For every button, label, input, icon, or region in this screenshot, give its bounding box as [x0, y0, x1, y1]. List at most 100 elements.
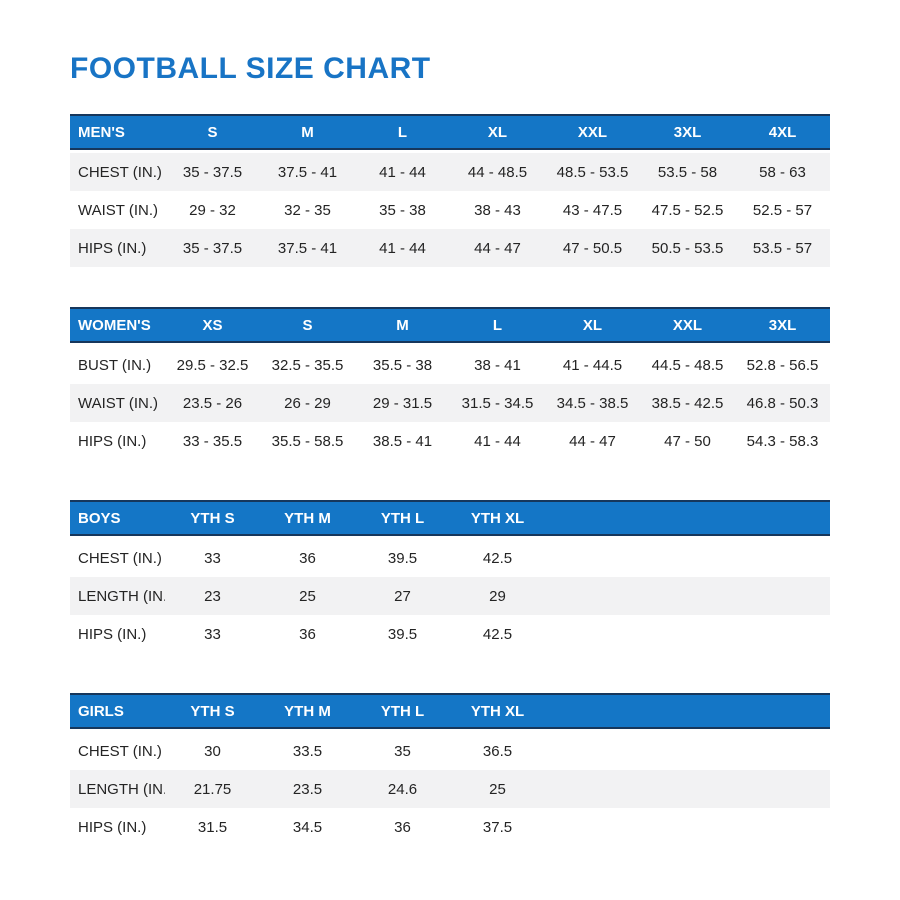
size-value-cell: 35 - 37.5: [182, 163, 243, 181]
size-value-cell: 29 - 32: [189, 201, 236, 219]
boys-column-header: YTH M: [284, 509, 331, 527]
size-value-cell: 23.5: [292, 780, 323, 798]
size-value-cell: 39.5: [387, 625, 418, 643]
mens-header-row: MEN'S S M L XL XXL 3XL 4XL: [70, 114, 830, 150]
mens-column-header: M: [301, 123, 314, 141]
size-value-cell: 31.5: [197, 818, 228, 836]
row-label: CHEST (IN.): [78, 742, 162, 760]
size-value-cell: 44.5 - 48.5: [651, 356, 724, 374]
size-value-cell: 32 - 35: [284, 201, 331, 219]
size-value-cell: 41 - 44: [474, 432, 521, 450]
size-value-cell: 29: [489, 587, 506, 605]
womens-column-header: XS: [202, 316, 223, 334]
womens-column-header: XXL: [672, 316, 703, 334]
mens-column-header: XXL: [577, 123, 608, 141]
size-value-cell: 29 - 31.5: [372, 394, 433, 412]
womens-table-title: WOMEN'S: [78, 316, 151, 334]
boys-column-header: YTH L: [380, 509, 425, 527]
row-label: HIPS (IN.): [78, 432, 147, 450]
size-value-cell: 37.5 - 41: [277, 163, 338, 181]
table-row: LENGTH (IN.) 23 25 27 29: [70, 577, 830, 615]
size-value-cell: 44 - 48.5: [467, 163, 528, 181]
mens-column-header: 3XL: [673, 123, 702, 141]
size-value-cell: 39.5: [387, 549, 418, 567]
girls-column-header: YTH L: [380, 702, 425, 720]
size-value-cell: 38 - 43: [474, 201, 521, 219]
boys-column-header: YTH S: [190, 509, 235, 527]
size-value-cell: 24.6: [387, 780, 418, 798]
mens-table-title: MEN'S: [78, 123, 125, 141]
mens-column-header: 4XL: [768, 123, 797, 141]
size-value-cell: 35 - 37.5: [182, 239, 243, 257]
size-value-cell: 43 - 47.5: [562, 201, 623, 219]
womens-column-header: L: [492, 316, 503, 334]
size-value-cell: 26 - 29: [284, 394, 331, 412]
size-value-cell: 33: [204, 625, 221, 643]
row-label: HIPS (IN.): [78, 239, 147, 257]
womens-column-header: XL: [582, 316, 603, 334]
girls-column-header: YTH M: [284, 702, 331, 720]
size-value-cell: 35 - 38: [379, 201, 426, 219]
size-value-cell: 53.5 - 57: [752, 239, 813, 257]
boys-size-table: BOYS YTH S YTH M YTH L YTH XL CHEST (IN.) 33 36…: [70, 500, 830, 653]
size-value-cell: 42.5: [482, 625, 513, 643]
size-value-cell: 47.5 - 52.5: [651, 201, 724, 219]
size-value-cell: 37.5 - 41: [277, 239, 338, 257]
size-value-cell: 27: [394, 587, 411, 605]
row-label: CHEST (IN.): [78, 549, 162, 567]
womens-column-header: M: [396, 316, 409, 334]
size-value-cell: 21.75: [193, 780, 232, 798]
size-value-cell: 47 - 50: [664, 432, 711, 450]
mens-column-header: XL: [487, 123, 508, 141]
size-value-cell: 36: [299, 625, 316, 643]
size-value-cell: 36.5: [482, 742, 513, 760]
size-value-cell: 36: [394, 818, 411, 836]
boys-header-row: BOYS YTH S YTH M YTH L YTH XL: [70, 500, 830, 536]
size-value-cell: 44 - 47: [474, 239, 521, 257]
girls-size-table: GIRLS YTH S YTH M YTH L YTH XL CHEST (IN.) 30 3…: [70, 693, 830, 846]
boys-column-header: YTH XL: [470, 509, 525, 527]
row-label: CHEST (IN.): [78, 163, 162, 181]
size-value-cell: 52.5 - 57: [752, 201, 813, 219]
table-row: CHEST (IN.) 30 33.5 35 36.5: [70, 732, 830, 770]
womens-header-row: WOMEN'S XS S M L XL XXL 3XL: [70, 307, 830, 343]
girls-column-header: YTH XL: [470, 702, 525, 720]
size-value-cell: 46.8 - 50.3: [746, 394, 819, 412]
table-row: CHEST (IN.) 35 - 37.5 37.5 - 41 41 - 44 44 -…: [70, 153, 830, 191]
size-value-cell: 25: [489, 780, 506, 798]
size-value-cell: 48.5 - 53.5: [556, 163, 629, 181]
size-value-cell: 34.5 - 38.5: [556, 394, 629, 412]
table-row: HIPS (IN.) 35 - 37.5 37.5 - 41 41 - 44 44 - …: [70, 229, 830, 267]
size-value-cell: 33: [204, 549, 221, 567]
size-value-cell: 29.5 - 32.5: [176, 356, 249, 374]
size-value-cell: 23: [204, 587, 221, 605]
page-title: FOOTBALL SIZE CHART: [70, 52, 431, 85]
table-row: HIPS (IN.) 33 - 35.5 35.5 - 58.5 38.5 - 41 4…: [70, 422, 830, 460]
size-value-cell: 44 - 47: [569, 432, 616, 450]
girls-table-title: GIRLS: [78, 702, 124, 720]
size-value-cell: 54.3 - 58.3: [746, 432, 819, 450]
size-value-cell: 38 - 41: [474, 356, 521, 374]
size-value-cell: 42.5: [482, 549, 513, 567]
boys-table-title: BOYS: [78, 509, 121, 527]
size-value-cell: 50.5 - 53.5: [651, 239, 724, 257]
size-value-cell: 25: [299, 587, 316, 605]
womens-size-table: WOMEN'S XS S M L XL XXL 3XL BUST (IN.) 29.5 - 32.…: [70, 307, 830, 460]
row-label: LENGTH (IN.): [78, 780, 165, 798]
size-value-cell: 34.5: [292, 818, 323, 836]
mens-column-header: S: [207, 123, 218, 141]
table-row: WAIST (IN.) 23.5 - 26 26 - 29 29 - 31.5 31.5…: [70, 384, 830, 422]
row-label: WAIST (IN.): [78, 394, 158, 412]
size-value-cell: 38.5 - 42.5: [651, 394, 724, 412]
size-value-cell: 52.8 - 56.5: [746, 356, 819, 374]
size-value-cell: 41 - 44: [379, 163, 426, 181]
table-row: HIPS (IN.) 33 36 39.5 42.5: [70, 615, 830, 653]
size-tables: MEN'S S M L XL XXL 3XL 4XL CHEST (IN.) 35 - 37.5 3…: [70, 114, 830, 846]
size-value-cell: 30: [204, 742, 221, 760]
size-value-cell: 23.5 - 26: [182, 394, 243, 412]
size-value-cell: 36: [299, 549, 316, 567]
table-row: LENGTH (IN.) 21.75 23.5 24.6 25: [70, 770, 830, 808]
size-value-cell: 35.5 - 38: [372, 356, 433, 374]
size-value-cell: 41 - 44: [379, 239, 426, 257]
